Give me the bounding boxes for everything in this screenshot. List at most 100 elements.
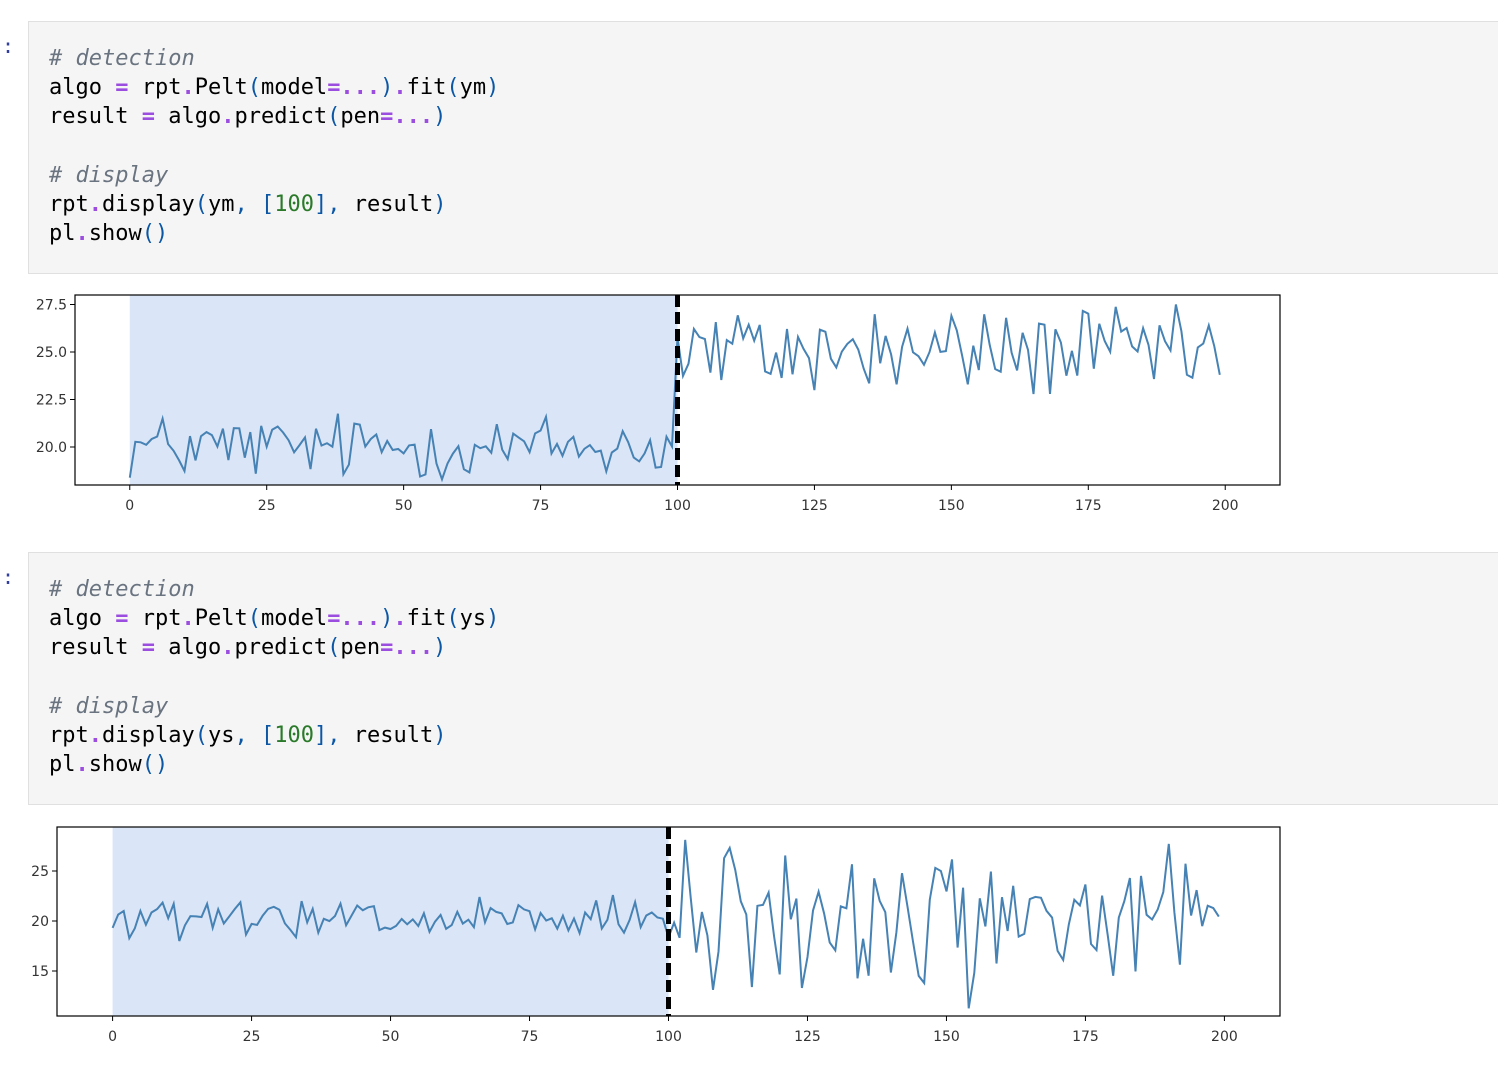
- code-line: algo = rpt.Pelt(model=...).fit(ym): [49, 73, 499, 102]
- code-token: algo: [49, 606, 116, 632]
- code-token: ys: [207, 722, 235, 748]
- y-tick-label: 20: [31, 914, 49, 930]
- code-line: [49, 132, 499, 161]
- code-token: =: [115, 75, 129, 101]
- x-tick-label: 100: [664, 498, 691, 514]
- code-editor[interactable]: # detection algo = rpt.Pelt(model=...).fi…: [49, 44, 499, 248]
- code-editor[interactable]: # detection algo = rpt.Pelt(model=...).fi…: [49, 575, 499, 779]
- y-tick-label: 25.0: [36, 345, 67, 361]
- code-cell[interactable]: # detection algo = rpt.Pelt(model=...).fi…: [28, 552, 1498, 805]
- code-token: pl: [49, 221, 76, 247]
- code-line: result = algo.predict(pen=...): [49, 633, 499, 662]
- code-token: .: [75, 752, 89, 778]
- code-token: ],: [313, 191, 354, 217]
- x-tick-label: 75: [521, 1029, 539, 1045]
- code-token: ): [486, 75, 500, 101]
- code-comment: # detection: [49, 577, 195, 602]
- x-tick-label: 25: [243, 1029, 261, 1045]
- code-token: , [: [234, 722, 275, 748]
- code-token: show: [88, 752, 142, 778]
- code-token: .: [88, 191, 102, 217]
- code-token: result: [353, 191, 434, 217]
- code-token: (): [141, 752, 169, 778]
- code-token: fit: [406, 75, 447, 101]
- code-token: ): [433, 635, 447, 661]
- code-line: rpt.display(ys, [100], result): [49, 721, 499, 750]
- code-token: display: [102, 722, 195, 748]
- code-token: .: [75, 221, 89, 247]
- code-token: algo: [49, 75, 116, 101]
- code-token: (: [194, 191, 208, 217]
- code-token: algo: [154, 635, 222, 661]
- code-token: (: [247, 75, 261, 101]
- code-token: pen: [340, 635, 381, 661]
- code-line: # detection: [49, 575, 499, 604]
- code-token: (: [327, 635, 341, 661]
- code-token: (: [446, 606, 460, 632]
- code-token: 100: [274, 191, 314, 217]
- changepoint-plot: 0 25 50 75 100 125 150 175 200 20.0 22.5 25.0 27.5: [36, 294, 1281, 514]
- x-tick-label: 200: [1212, 498, 1239, 514]
- code-line: [49, 663, 499, 692]
- code-token: .: [88, 722, 102, 748]
- code-token: model: [260, 606, 328, 632]
- code-token: ): [380, 75, 394, 101]
- code-token: (: [446, 75, 460, 101]
- y-tick-label: 20.0: [36, 440, 67, 456]
- code-token: algo: [154, 104, 222, 130]
- cell-prompt: :: [2, 34, 15, 58]
- code-token: rpt: [128, 75, 182, 101]
- code-token: display: [102, 191, 195, 217]
- changepoint-plot: 0 25 50 75 100 125 150 175 200 15 20 25: [31, 826, 1281, 1045]
- code-token: =: [141, 635, 155, 661]
- x-tick-label: 200: [1211, 1029, 1238, 1045]
- code-comment: # detection: [49, 46, 195, 71]
- code-token: =: [115, 606, 129, 632]
- x-tick-label: 100: [655, 1029, 682, 1045]
- y-tick-label: 22.5: [36, 393, 67, 409]
- code-line: # display: [49, 161, 499, 190]
- x-tick-label: 125: [801, 498, 828, 514]
- code-token: =...: [380, 635, 434, 661]
- code-token: ): [486, 606, 500, 632]
- regime-shade: [112, 827, 669, 1016]
- code-token: .: [393, 606, 407, 632]
- code-token: rpt: [49, 722, 89, 748]
- code-token: ): [433, 104, 447, 130]
- code-token: rpt: [128, 606, 182, 632]
- code-line: pl.show(): [49, 219, 499, 248]
- code-token: model: [260, 75, 328, 101]
- code-token: ym: [459, 75, 487, 101]
- code-token: .: [221, 635, 235, 661]
- code-token: , [: [234, 191, 275, 217]
- regime-shade: [129, 295, 678, 485]
- series-line: [111, 839, 1220, 1009]
- cell-prompt: :: [2, 565, 15, 589]
- code-token: rpt: [49, 191, 89, 217]
- code-token: predict: [234, 635, 328, 661]
- x-tick-label: 150: [933, 1029, 960, 1045]
- x-tick-label: 75: [532, 498, 550, 514]
- code-line: # detection: [49, 44, 499, 73]
- code-token: ],: [313, 722, 354, 748]
- y-tick-label: 27.5: [36, 298, 67, 314]
- code-token: (: [194, 722, 208, 748]
- code-token: (): [141, 221, 169, 247]
- x-tick-label: 175: [1072, 1029, 1099, 1045]
- code-line: algo = rpt.Pelt(model=...).fit(ys): [49, 604, 499, 633]
- code-token: (: [247, 606, 261, 632]
- code-token: =...: [380, 104, 434, 130]
- code-token: predict: [234, 104, 328, 130]
- code-line: # display: [49, 692, 499, 721]
- y-tick-label: 25: [31, 864, 49, 880]
- code-token: ): [433, 722, 447, 748]
- code-cell[interactable]: # detection algo = rpt.Pelt(model=...).fi…: [28, 21, 1498, 274]
- code-token: pl: [49, 752, 76, 778]
- code-token: ): [433, 191, 447, 217]
- x-tick-label: 25: [258, 498, 276, 514]
- code-token: result: [49, 635, 142, 661]
- code-token: result: [353, 722, 434, 748]
- x-tick-label: 175: [1075, 498, 1102, 514]
- code-line: rpt.display(ym, [100], result): [49, 190, 499, 219]
- code-token: =...: [327, 606, 381, 632]
